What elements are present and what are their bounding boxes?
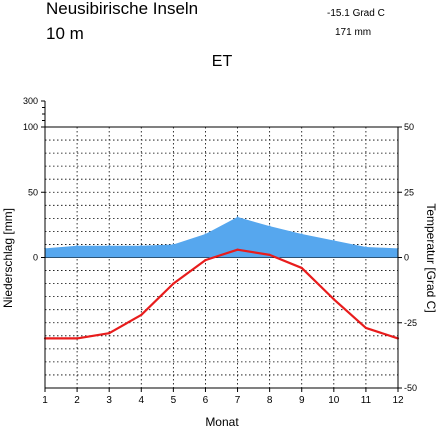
precipitation-point <box>108 244 110 247</box>
x-tick-label: 3 <box>106 395 112 406</box>
temperature-line <box>45 248 399 340</box>
x-tick-label: 11 <box>361 395 372 406</box>
temperature-tick-label: 50 <box>404 122 414 132</box>
temperature-point <box>268 253 271 256</box>
x-tick-label: 1 <box>42 395 48 406</box>
x-tick-label: 2 <box>74 395 80 406</box>
precipitation-point <box>172 243 175 246</box>
x-tick-label: 4 <box>138 395 144 406</box>
x-tick-label: 9 <box>299 395 305 406</box>
temperature-tick-label: 0 <box>404 253 409 263</box>
x-tick-label: 8 <box>267 395 273 406</box>
precipitation-tick-label: 100 <box>23 122 38 132</box>
precipitation-point <box>300 233 303 235</box>
axis-titles: Monat Niederschlag [mm] Temperatur [Grad… <box>1 203 438 429</box>
precipitation-point <box>140 244 143 247</box>
temperature-point <box>300 266 303 270</box>
x-tick-label: 6 <box>203 395 209 406</box>
x-tick-label: 5 <box>171 395 177 406</box>
station-elevation: 10 m <box>46 24 84 43</box>
precipitation-axis-label: Niederschlag [mm] <box>1 208 15 308</box>
temperature-tick-label: -25 <box>404 318 417 328</box>
precipitation-tick-label: 50 <box>28 187 38 197</box>
temperature-point <box>364 326 368 330</box>
annual-precipitation: 171 mm <box>335 27 371 38</box>
temperature-point <box>108 332 111 335</box>
precipitation-tick-label: 300 <box>23 96 38 106</box>
data-series <box>43 216 400 340</box>
temperature-point <box>75 337 79 340</box>
precipitation-point <box>76 244 78 247</box>
precipitation-tick-label: 0 <box>33 253 38 263</box>
x-axis-label: Monat <box>205 415 239 429</box>
climate-class: ET <box>212 53 233 70</box>
precipitation-point <box>204 233 207 235</box>
x-tick-label: 12 <box>392 395 404 406</box>
temperature-tick-label: 25 <box>404 187 414 197</box>
chart-header: Neusibirische Inseln 10 m -15.1 Grad C 1… <box>46 0 385 70</box>
temperature-point <box>172 282 175 285</box>
station-name: Neusibirische Inseln <box>46 0 198 18</box>
x-tick-label: 10 <box>328 395 340 406</box>
temperature-axis-label: Temperatur [Grad C] <box>424 203 438 312</box>
x-tick-label: 7 <box>235 395 241 406</box>
precipitation-point <box>268 225 271 227</box>
temperature-point <box>140 313 143 317</box>
temperature-tick-label: -50 <box>404 383 417 393</box>
precipitation-area <box>45 217 398 258</box>
precipitation-point <box>236 216 239 218</box>
precipitation-point <box>333 239 335 242</box>
precipitation-point <box>365 246 367 248</box>
temperature-point <box>236 248 239 251</box>
mean-temperature: -15.1 Grad C <box>327 8 385 19</box>
temperature-point <box>204 259 207 262</box>
temperature-point <box>332 298 335 301</box>
